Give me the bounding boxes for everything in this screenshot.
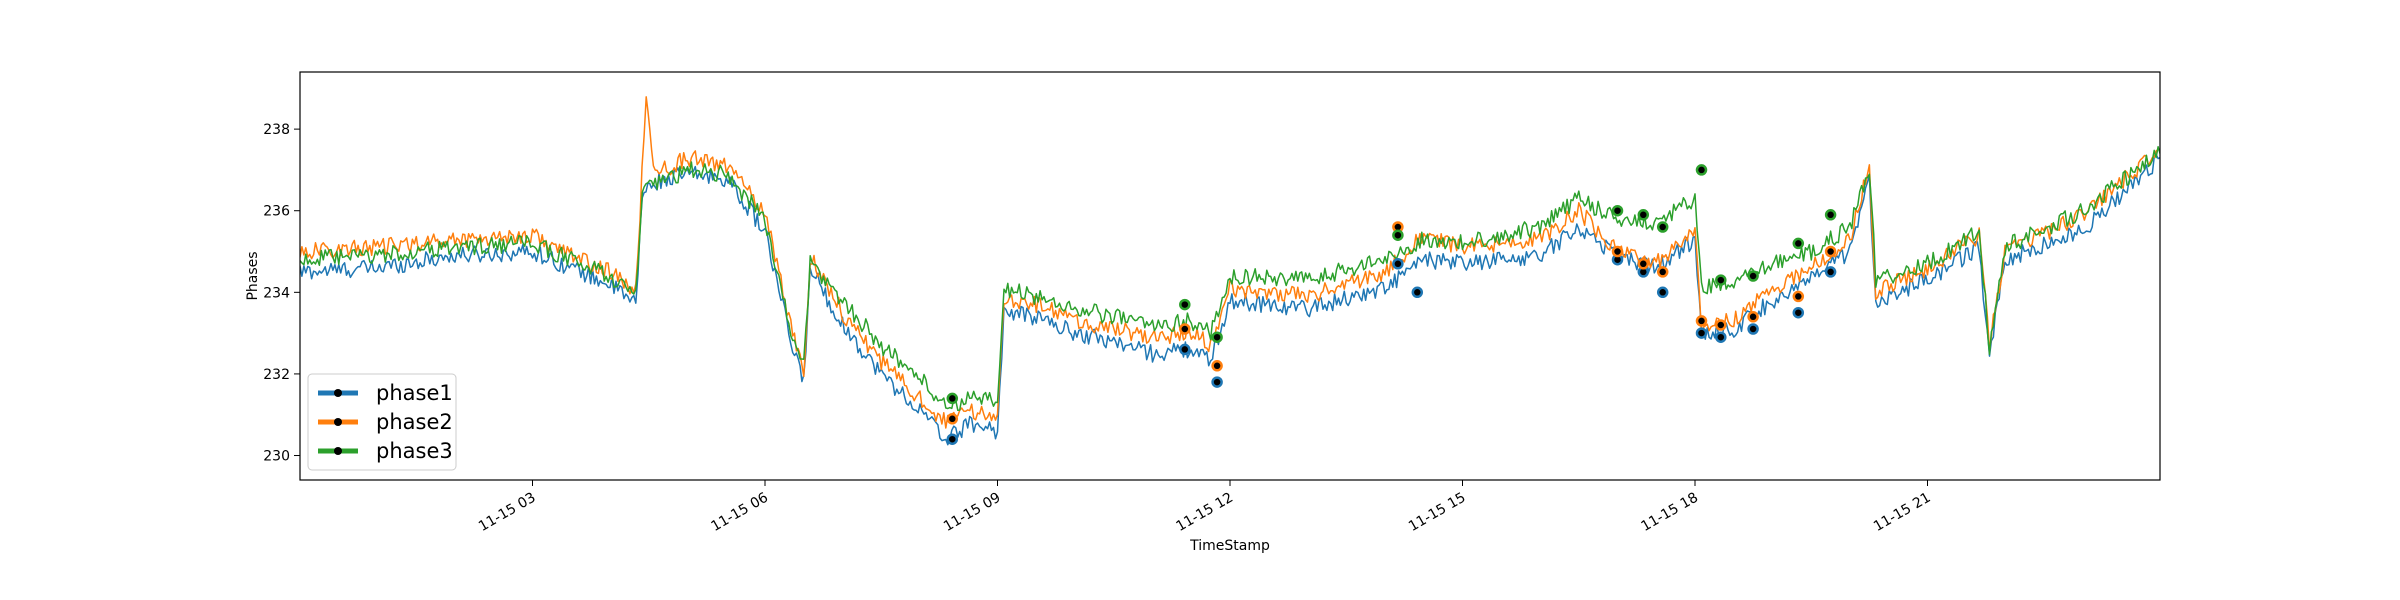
anomaly-point-phase1	[946, 433, 959, 445]
y-tick-label: 232	[263, 367, 290, 383]
anomaly-point-phase2	[1792, 290, 1805, 303]
legend-marker-phase3	[334, 447, 342, 455]
anomaly-point-phase2	[1637, 258, 1650, 270]
anomaly-point-phase2	[1824, 245, 1837, 258]
anomaly-point-phase1	[1695, 327, 1708, 339]
y-tick-label: 230	[263, 449, 290, 465]
series-line-phase3	[300, 145, 2160, 412]
anomaly-point-phase2	[1747, 311, 1759, 323]
anomaly-point-phase3	[1747, 270, 1759, 282]
plot-area	[300, 96, 2160, 446]
anomaly-point-phase3	[1637, 209, 1650, 221]
anomaly-point-phase3	[1695, 164, 1708, 176]
anomaly-point-phase2	[1715, 319, 1727, 331]
y-tick-label: 234	[263, 285, 290, 301]
legend-frame	[307, 373, 457, 471]
anomaly-point-phase2	[1179, 323, 1191, 335]
anomaly-point-phase3	[1656, 221, 1669, 233]
x-axis-title: TimeStamp	[1189, 538, 1270, 554]
y-axis-title: Phases	[245, 251, 261, 300]
y-tick-label: 236	[263, 204, 290, 220]
anomaly-point-phase1	[1179, 343, 1191, 356]
anomaly-point-phase2	[1611, 245, 1624, 258]
series-line-phase1	[300, 153, 2160, 446]
legend-marker-phase1	[334, 389, 342, 397]
anomaly-point-phase2	[1695, 315, 1708, 327]
anomaly-point-phase3	[1211, 331, 1223, 343]
anomaly-point-phase1	[1747, 323, 1759, 335]
y-tick-label: 238	[263, 122, 290, 138]
anomaly-layer	[946, 164, 1837, 445]
legend: phase1 phase2 phase3	[307, 373, 457, 471]
anomaly-point-phase2	[1211, 360, 1223, 372]
anomaly-point-phase1	[1715, 331, 1727, 343]
legend-label-phase2: phase2	[376, 410, 453, 434]
legend-marker-phase2	[334, 418, 342, 426]
anomaly-point-phase2	[946, 413, 959, 425]
anomaly-point-phase1	[1411, 286, 1424, 299]
anomaly-point-phase2	[1656, 266, 1669, 278]
anomaly-point-phase1	[1792, 306, 1805, 319]
legend-label-phase1: phase1	[376, 381, 453, 405]
anomaly-point-phase3	[1824, 209, 1837, 221]
anomaly-point-phase1	[1824, 266, 1837, 278]
anomaly-point-phase1	[1392, 258, 1404, 270]
series-layer	[300, 96, 2160, 446]
anomaly-point-phase3	[946, 392, 959, 405]
anomaly-point-phase3	[1392, 229, 1404, 241]
anomaly-point-phase3	[1792, 237, 1805, 250]
anomaly-point-phase1	[1656, 286, 1669, 299]
anomaly-point-phase3	[1611, 204, 1624, 217]
anomaly-point-phase3	[1179, 298, 1191, 311]
legend-label-phase3: phase3	[376, 439, 453, 463]
anomaly-point-phase1	[1211, 376, 1223, 388]
y-axis: 230 232 234 236 238	[263, 122, 300, 465]
anomaly-point-phase3	[1715, 274, 1727, 286]
